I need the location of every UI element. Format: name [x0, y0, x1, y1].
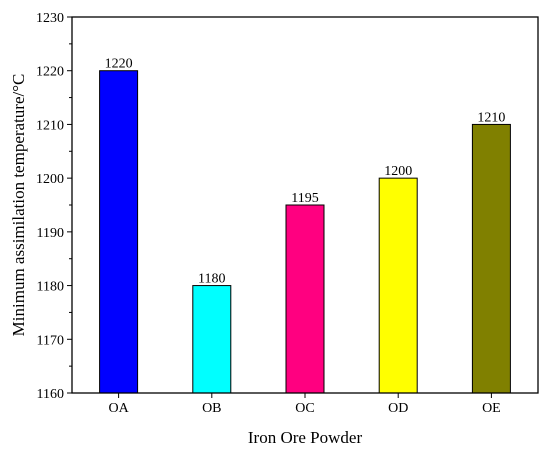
value-label-od: 1200: [384, 164, 412, 179]
y-tick-label-1230: 1230: [36, 11, 64, 26]
bar-ob: [192, 285, 232, 394]
bars-layer: [99, 70, 511, 394]
bar-oe: [471, 123, 511, 394]
bar-oa: [99, 70, 139, 394]
y-axis-title: Minimum assimilation temperature/°C: [9, 74, 28, 337]
x-tick-label-oa: OA: [108, 401, 129, 416]
bar-od: [378, 177, 418, 394]
value-label-ob: 1180: [198, 272, 225, 287]
x-tick-label-oc: OC: [295, 401, 314, 416]
value-label-oa: 1220: [105, 57, 133, 72]
y-tick-label-1210: 1210: [36, 118, 64, 133]
y-tick-label-1220: 1220: [36, 65, 64, 80]
y-tick-label-1170: 1170: [37, 333, 64, 348]
value-label-oc: 1195: [291, 191, 318, 206]
y-tick-label-1200: 1200: [36, 172, 64, 187]
bar-oc: [285, 204, 325, 394]
y-tick-label-1180: 1180: [37, 280, 64, 295]
x-tick-label-oe: OE: [482, 401, 501, 416]
x-tick-label-od: OD: [388, 401, 408, 416]
y-tick-label-1190: 1190: [37, 226, 64, 241]
plot-frame: [71, 16, 539, 394]
value-label-oe: 1210: [477, 110, 505, 125]
x-axis-title: Iron Ore Powder: [248, 428, 363, 447]
labels-layer: 1220 OA 1180 OB 1195 OC 1200 OD 1210 OE 1160 1170 11…: [36, 11, 505, 416]
x-tick-label-ob: OB: [202, 401, 221, 416]
y-tick-label-1160: 1160: [37, 387, 64, 402]
axes-layer: [67, 16, 539, 398]
